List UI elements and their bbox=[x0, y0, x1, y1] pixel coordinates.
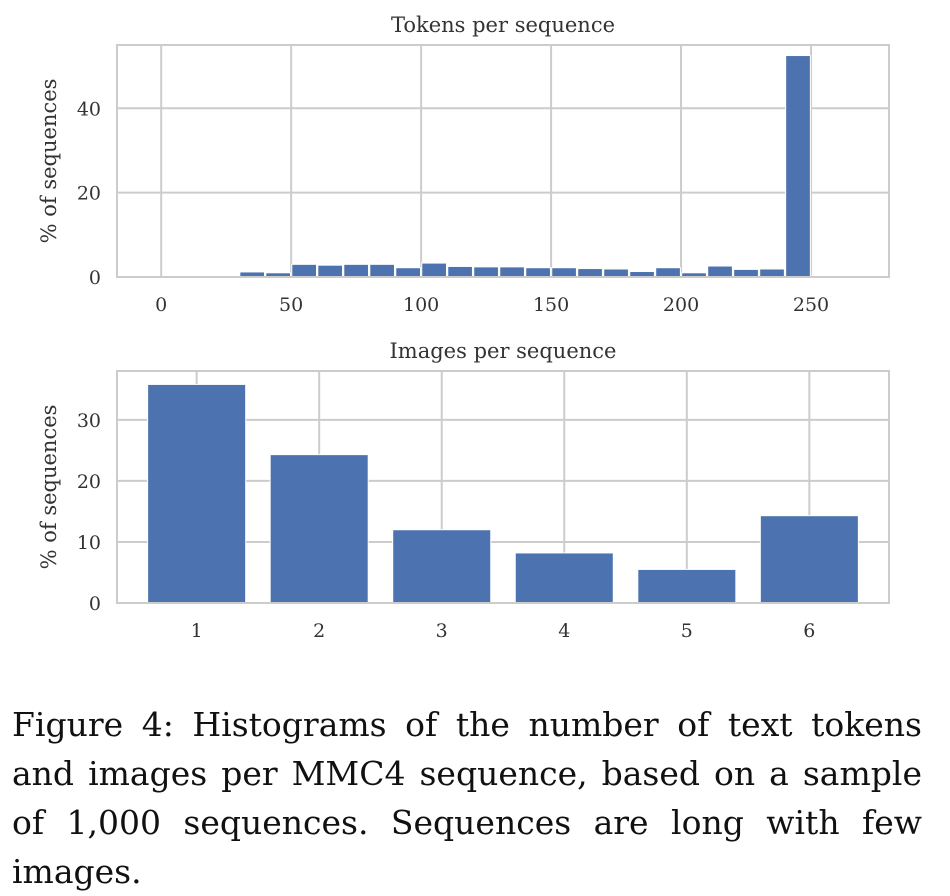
images-y-ticks: 0 10 20 30 bbox=[77, 410, 101, 615]
tokens-chart-title: Tokens per sequence bbox=[391, 13, 615, 37]
images-chart: 1 2 3 4 5 6 0 10 20 30 Images per sequence % of … bbox=[37, 339, 890, 642]
tokens-x-tick-label: 150 bbox=[533, 294, 569, 316]
images-x-ticks: 1 2 3 4 5 6 bbox=[191, 620, 816, 642]
images-y-tick-label: 0 bbox=[89, 593, 101, 615]
tokens-bar bbox=[343, 263, 369, 278]
images-y-tick-label: 10 bbox=[77, 532, 101, 554]
images-bar bbox=[269, 454, 369, 604]
tokens-y-tick-label: 20 bbox=[77, 183, 101, 205]
images-y-axis-label: % of sequences bbox=[37, 405, 61, 570]
tokens-x-tick-label: 250 bbox=[793, 294, 829, 316]
tokens-bar bbox=[395, 267, 421, 278]
images-bar bbox=[759, 515, 859, 604]
tokens-x-tick-label: 0 bbox=[155, 294, 167, 316]
images-bar bbox=[514, 552, 614, 604]
tokens-x-tick-label: 100 bbox=[403, 294, 439, 316]
tokens-bar bbox=[733, 268, 759, 278]
images-y-tick-label: 30 bbox=[77, 410, 101, 432]
images-x-tick-label: 5 bbox=[681, 620, 693, 642]
tokens-grid bbox=[117, 45, 889, 278]
tokens-x-tick-label: 50 bbox=[279, 294, 303, 316]
images-plot-frame bbox=[116, 370, 890, 604]
tokens-x-tick-label: 200 bbox=[663, 294, 699, 316]
images-chart-title: Images per sequence bbox=[390, 339, 617, 363]
images-x-tick-label: 2 bbox=[313, 620, 325, 642]
images-x-tick-label: 3 bbox=[436, 620, 448, 642]
tokens-chart: 0 50 100 150 200 250 0 20 40 Tokens per sequenc… bbox=[37, 13, 890, 316]
tokens-y-tick-label: 40 bbox=[77, 98, 101, 120]
tokens-y-axis-label: % of sequences bbox=[37, 79, 61, 244]
tokens-bar bbox=[499, 266, 525, 278]
images-bars bbox=[147, 383, 859, 604]
images-bar bbox=[392, 529, 492, 604]
images-x-tick-label: 4 bbox=[558, 620, 570, 642]
tokens-bar bbox=[473, 266, 499, 278]
tokens-bar bbox=[577, 268, 603, 278]
tokens-bar bbox=[603, 268, 629, 278]
tokens-bar bbox=[785, 55, 811, 278]
images-y-tick-label: 20 bbox=[77, 471, 101, 493]
tokens-y-ticks: 0 20 40 bbox=[77, 98, 101, 289]
tokens-bar bbox=[707, 265, 733, 278]
tokens-x-ticks: 0 50 100 150 200 250 bbox=[155, 294, 829, 316]
tokens-bar bbox=[369, 263, 395, 278]
tokens-bar bbox=[447, 265, 473, 278]
tokens-bar bbox=[655, 267, 681, 278]
figure-caption: Figure 4: Histograms of the number of te… bbox=[12, 705, 922, 891]
tokens-bars bbox=[239, 55, 837, 278]
images-bar bbox=[637, 568, 737, 604]
tokens-bar bbox=[421, 262, 447, 278]
tokens-y-tick-label: 0 bbox=[89, 267, 101, 289]
tokens-bar bbox=[759, 268, 785, 278]
tokens-bar bbox=[291, 263, 317, 278]
images-bar bbox=[147, 383, 247, 604]
images-x-tick-label: 6 bbox=[803, 620, 815, 642]
images-x-tick-label: 1 bbox=[191, 620, 203, 642]
tokens-bar bbox=[551, 267, 577, 278]
tokens-bar bbox=[525, 267, 551, 278]
tokens-plot-frame bbox=[116, 44, 890, 278]
tokens-bar bbox=[317, 264, 343, 278]
